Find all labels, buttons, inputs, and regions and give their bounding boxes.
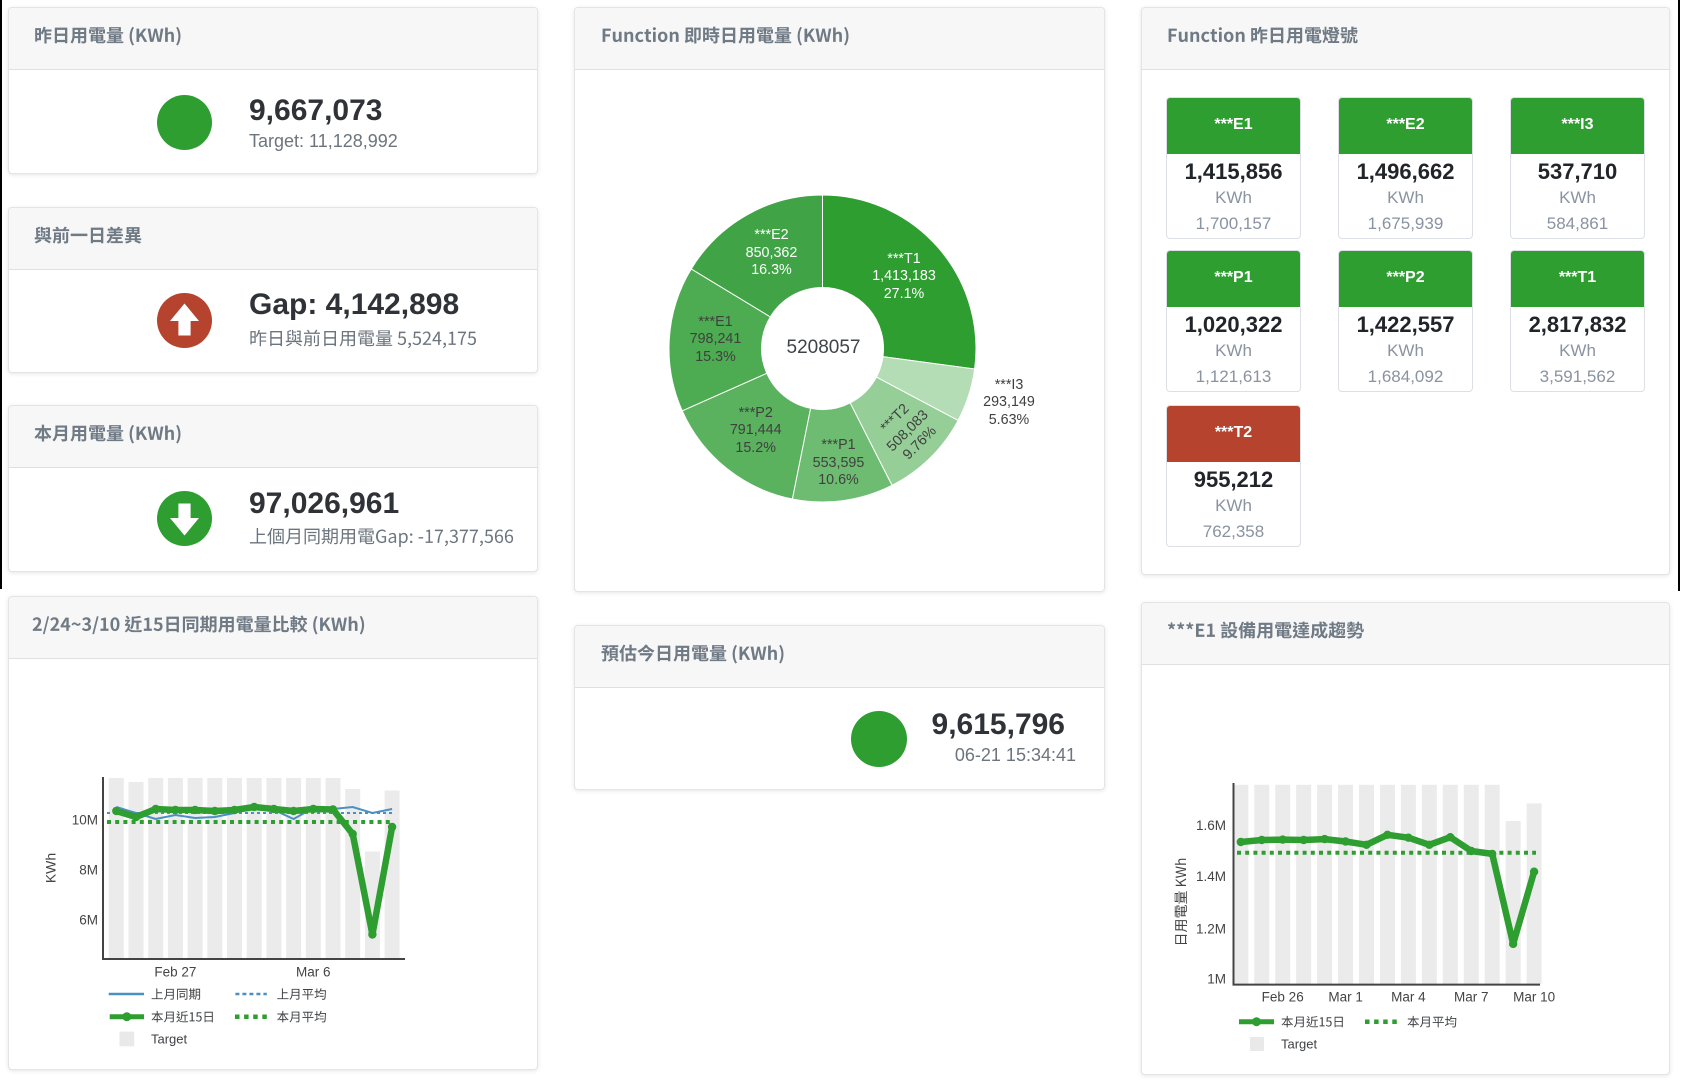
svg-text:1.4M: 1.4M	[1196, 869, 1226, 884]
svg-text:1M: 1M	[1207, 971, 1226, 986]
svg-text:10M: 10M	[72, 813, 98, 828]
svg-text:Target: Target	[151, 1032, 188, 1047]
svg-text:1.2M: 1.2M	[1196, 921, 1226, 936]
svg-text:1.6M: 1.6M	[1196, 818, 1226, 833]
svg-text:Target: Target	[1281, 1037, 1318, 1052]
svg-text:Feb 27: Feb 27	[154, 965, 196, 980]
svg-text:Mar 10: Mar 10	[1513, 990, 1555, 1005]
svg-text:Mar 1: Mar 1	[1328, 990, 1363, 1005]
svg-text:Mar 6: Mar 6	[296, 965, 331, 980]
svg-text:Feb 26: Feb 26	[1262, 990, 1304, 1005]
svg-text:8M: 8M	[79, 863, 98, 878]
svg-text:Mar 7: Mar 7	[1454, 990, 1489, 1005]
svg-text:KWh: KWh	[43, 853, 59, 883]
svg-text:Mar 4: Mar 4	[1391, 990, 1426, 1005]
svg-text:6M: 6M	[79, 913, 98, 928]
